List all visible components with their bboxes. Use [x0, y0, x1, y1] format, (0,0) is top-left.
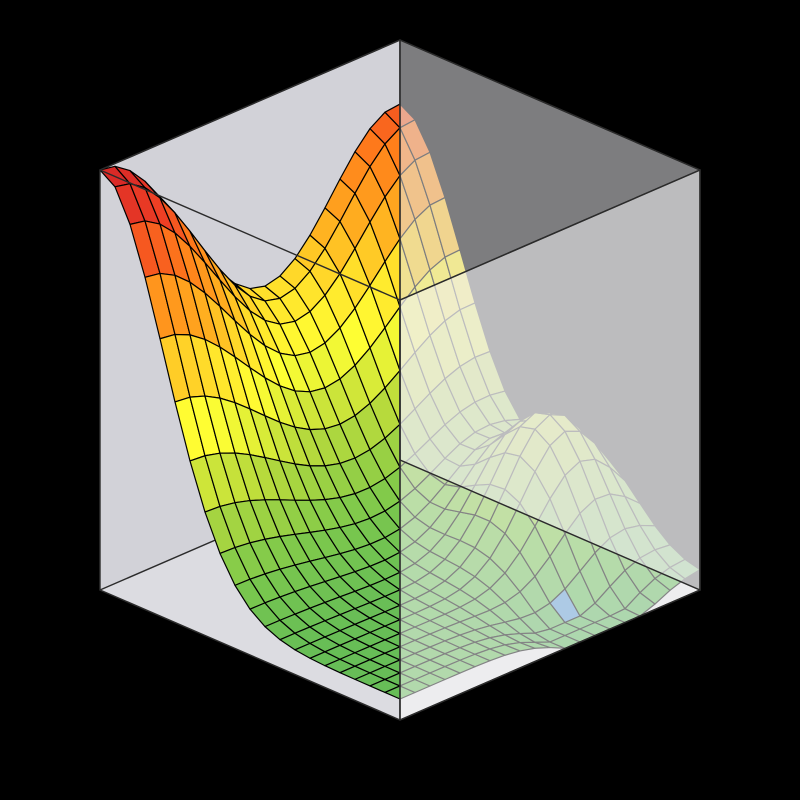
surface-plot-3d: [0, 0, 800, 800]
